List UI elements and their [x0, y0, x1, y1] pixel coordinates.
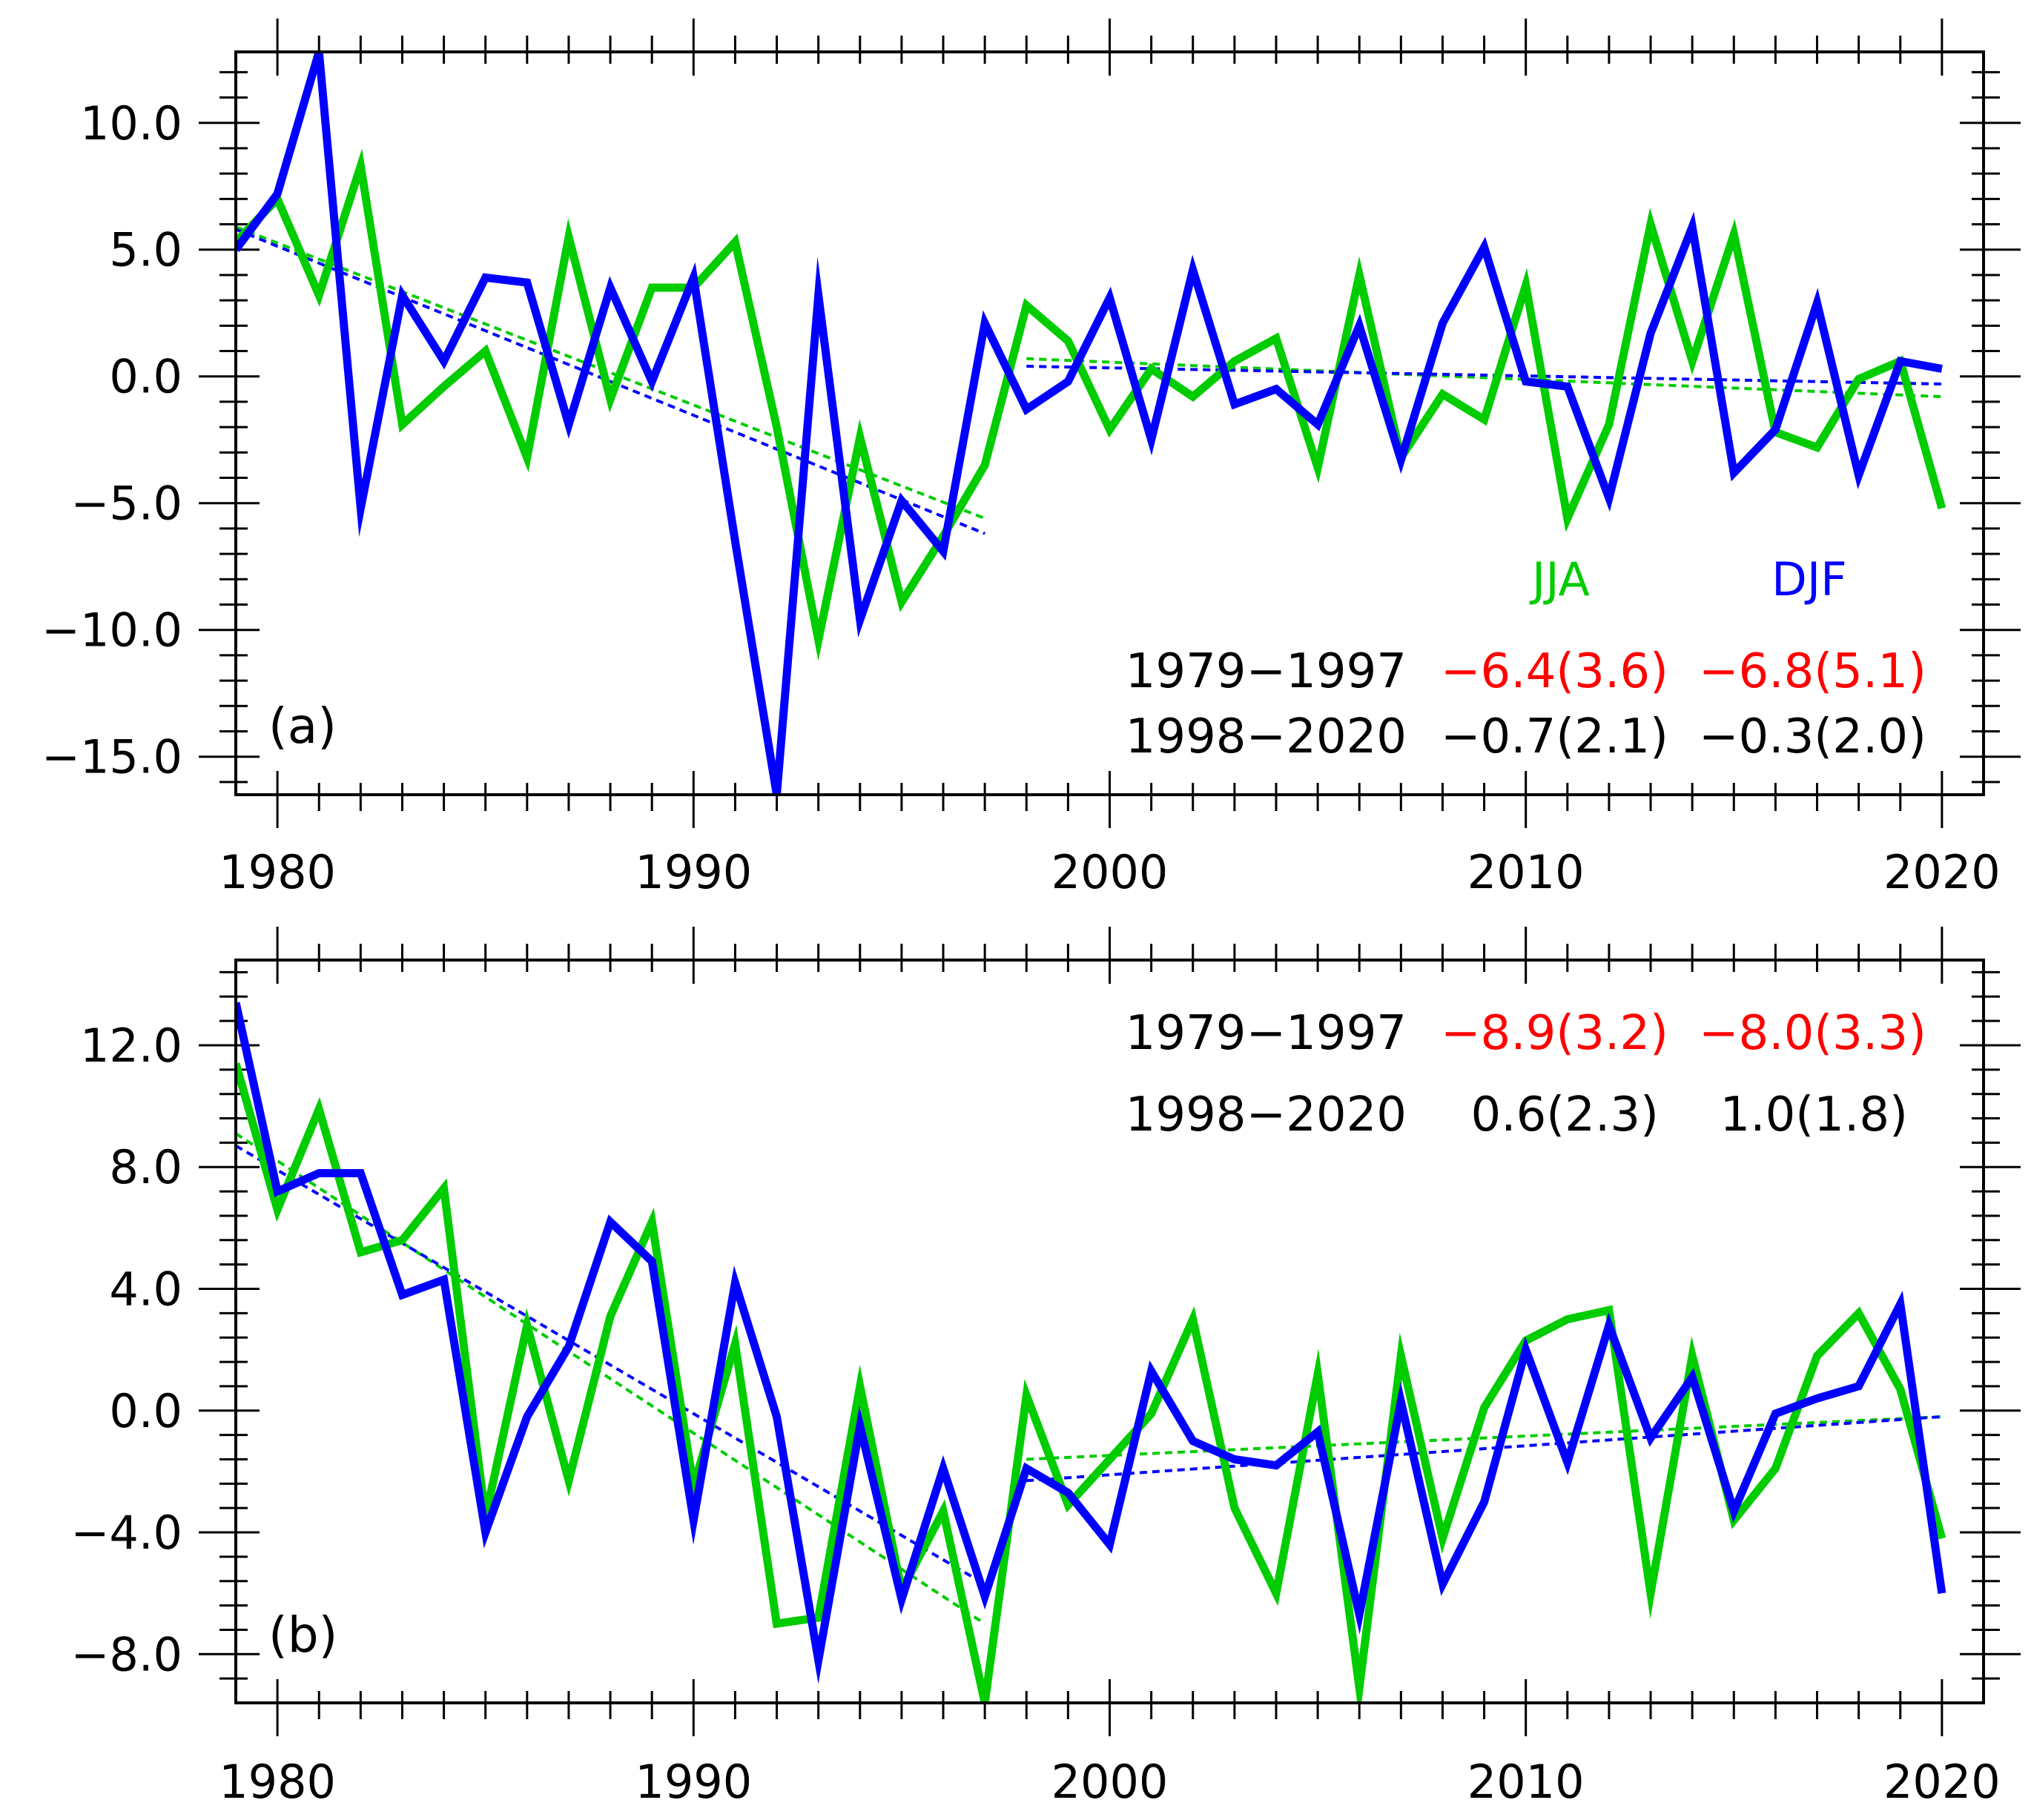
- panel-label: (a): [268, 698, 337, 755]
- x-tick-label: 2020: [1883, 845, 2001, 899]
- series-line-jja: [236, 148, 1946, 661]
- y-tick-label: 4.0: [109, 1263, 182, 1317]
- trend-line-jja: [236, 225, 985, 520]
- x-tick-label: 2000: [1051, 845, 1169, 899]
- trend-value-jja: −0.7(2.1): [1441, 709, 1668, 764]
- trend-line-djf: [1026, 1414, 1943, 1483]
- y-tick-label: 8.0: [109, 1140, 182, 1194]
- y-tick-label: 10.0: [80, 96, 182, 150]
- series-line-jja: [236, 1062, 1946, 1703]
- data-area: [236, 52, 1946, 795]
- y-tick-label: −15.0: [42, 730, 182, 784]
- trend-line-djf: [236, 228, 985, 535]
- panel-b: 1980 1990 2000 2010 2020 12.0 8.0 4.0 0.0 −4.0 −8.…: [70, 927, 2021, 1809]
- plot-frame: [234, 50, 1985, 796]
- y-tick-label: −4.0: [70, 1506, 182, 1560]
- x-tick-label: 2000: [1051, 1755, 1169, 1809]
- x-tick-label: 2020: [1883, 1755, 2001, 1809]
- trend-value-jja: −8.9(3.2): [1441, 1006, 1668, 1061]
- trend-period-label: 1979−1997: [1126, 1006, 1407, 1061]
- trend-value-djf: −8.0(3.3): [1699, 1006, 1926, 1061]
- y-tick-label: −10.0: [42, 603, 182, 658]
- x-tick-label: 1990: [635, 1755, 752, 1809]
- panel-label: (b): [268, 1606, 337, 1664]
- legend-djf: DJF: [1771, 552, 1847, 606]
- axes: 1980 1990 2000 2010 2020 10.0 5.0 0.0 −5.0 −10.0 −…: [42, 19, 2021, 899]
- y-tick-label: 0.0: [109, 1384, 182, 1438]
- x-tick-label: 1980: [219, 1755, 336, 1809]
- y-tick-label: 0.0: [109, 350, 182, 404]
- x-tick-label: 1990: [635, 845, 752, 899]
- y-tick-label: −5.0: [70, 477, 182, 531]
- y-tick-label: −8.0: [70, 1627, 182, 1681]
- trend-period-label: 1979−1997: [1126, 644, 1407, 699]
- y-tick-label: 12.0: [80, 1019, 182, 1073]
- trend-value-djf: −0.3(2.0): [1699, 709, 1926, 764]
- trend-value-jja: 0.6(2.3): [1471, 1088, 1660, 1142]
- x-tick-label: 2010: [1467, 845, 1585, 899]
- plot-frame: [234, 959, 1985, 1704]
- data-area: [236, 1002, 1946, 1703]
- trend-value-jja: −6.4(3.6): [1441, 644, 1668, 699]
- y-tick-label: 5.0: [109, 223, 182, 277]
- axes: 1980 1990 2000 2010 2020 12.0 8.0 4.0 0.0 −4.0 −8.…: [70, 927, 2021, 1809]
- trend-period-label: 1998−2020: [1126, 709, 1407, 764]
- trend-line-djf: [236, 1144, 986, 1586]
- trend-period-label: 1998−2020: [1126, 1088, 1407, 1142]
- panel-a: 1980 1990 2000 2010 2020 10.0 5.0 0.0 −5.0 −10.0 −…: [42, 19, 2021, 899]
- trend-value-djf: 1.0(1.8): [1720, 1088, 1909, 1142]
- trend-line-jja: [236, 1132, 986, 1625]
- x-tick-label: 2010: [1467, 1755, 1585, 1809]
- series-line-djf: [236, 52, 1943, 795]
- trend-line-jja: [1026, 1414, 1942, 1461]
- series-line-djf: [236, 1002, 1946, 1684]
- x-tick-label: 1980: [219, 845, 336, 899]
- legend-jja: JJA: [1529, 552, 1590, 606]
- trend-value-djf: −6.8(5.1): [1699, 644, 1926, 699]
